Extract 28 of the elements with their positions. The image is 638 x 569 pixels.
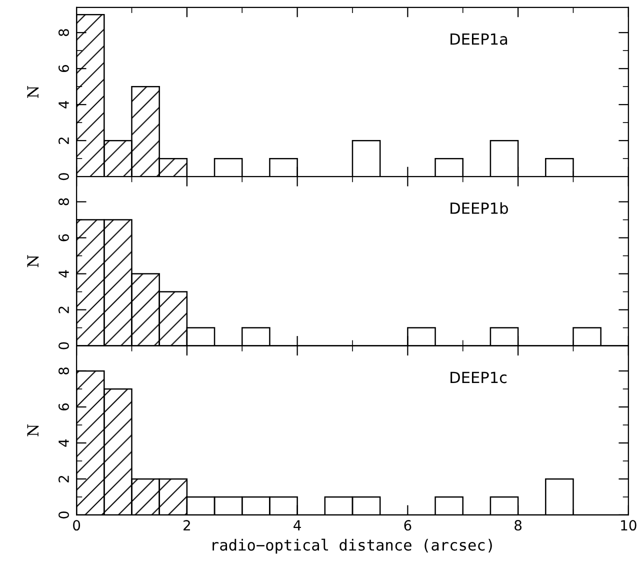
x-tick-label: 8 (514, 520, 522, 531)
y-tick-label: 6 (58, 234, 70, 242)
y-axis-title: N (27, 255, 39, 268)
annotation: DEEP1a (450, 33, 508, 45)
y-tick-label: 0 (58, 342, 70, 350)
y-tick-label: 0 (58, 511, 70, 518)
y-axis-title: N (27, 424, 39, 436)
x-tick-label: 2 (184, 520, 190, 530)
y-tick-label: 8 (58, 367, 70, 374)
annotation: DEEP1b (450, 202, 508, 214)
y-axis-title: N (27, 86, 39, 98)
y-tick-label: 4 (58, 439, 69, 447)
annotation: DEEP1c (450, 372, 507, 384)
x-tick-label: 6 (404, 520, 412, 531)
y-tick-label: 6 (58, 403, 70, 410)
y-tick-label: 2 (58, 476, 69, 482)
y-tick-label: 6 (58, 65, 70, 72)
y-tick-label: 0 (58, 173, 70, 180)
y-tick-label: 2 (58, 138, 69, 144)
x-tick-label: 10 (621, 520, 636, 531)
x-tick-label: 4 (294, 520, 301, 530)
y-tick-label: 4 (58, 270, 69, 278)
y-tick-label: 8 (58, 198, 70, 206)
x-tick-label: 0 (73, 520, 80, 531)
y-tick-label: 2 (58, 306, 69, 314)
y-tick-label: 8 (58, 29, 70, 36)
y-tick-label: 4 (58, 100, 69, 108)
x-axis-title: radio−optical distance (arcsec) (212, 538, 492, 554)
